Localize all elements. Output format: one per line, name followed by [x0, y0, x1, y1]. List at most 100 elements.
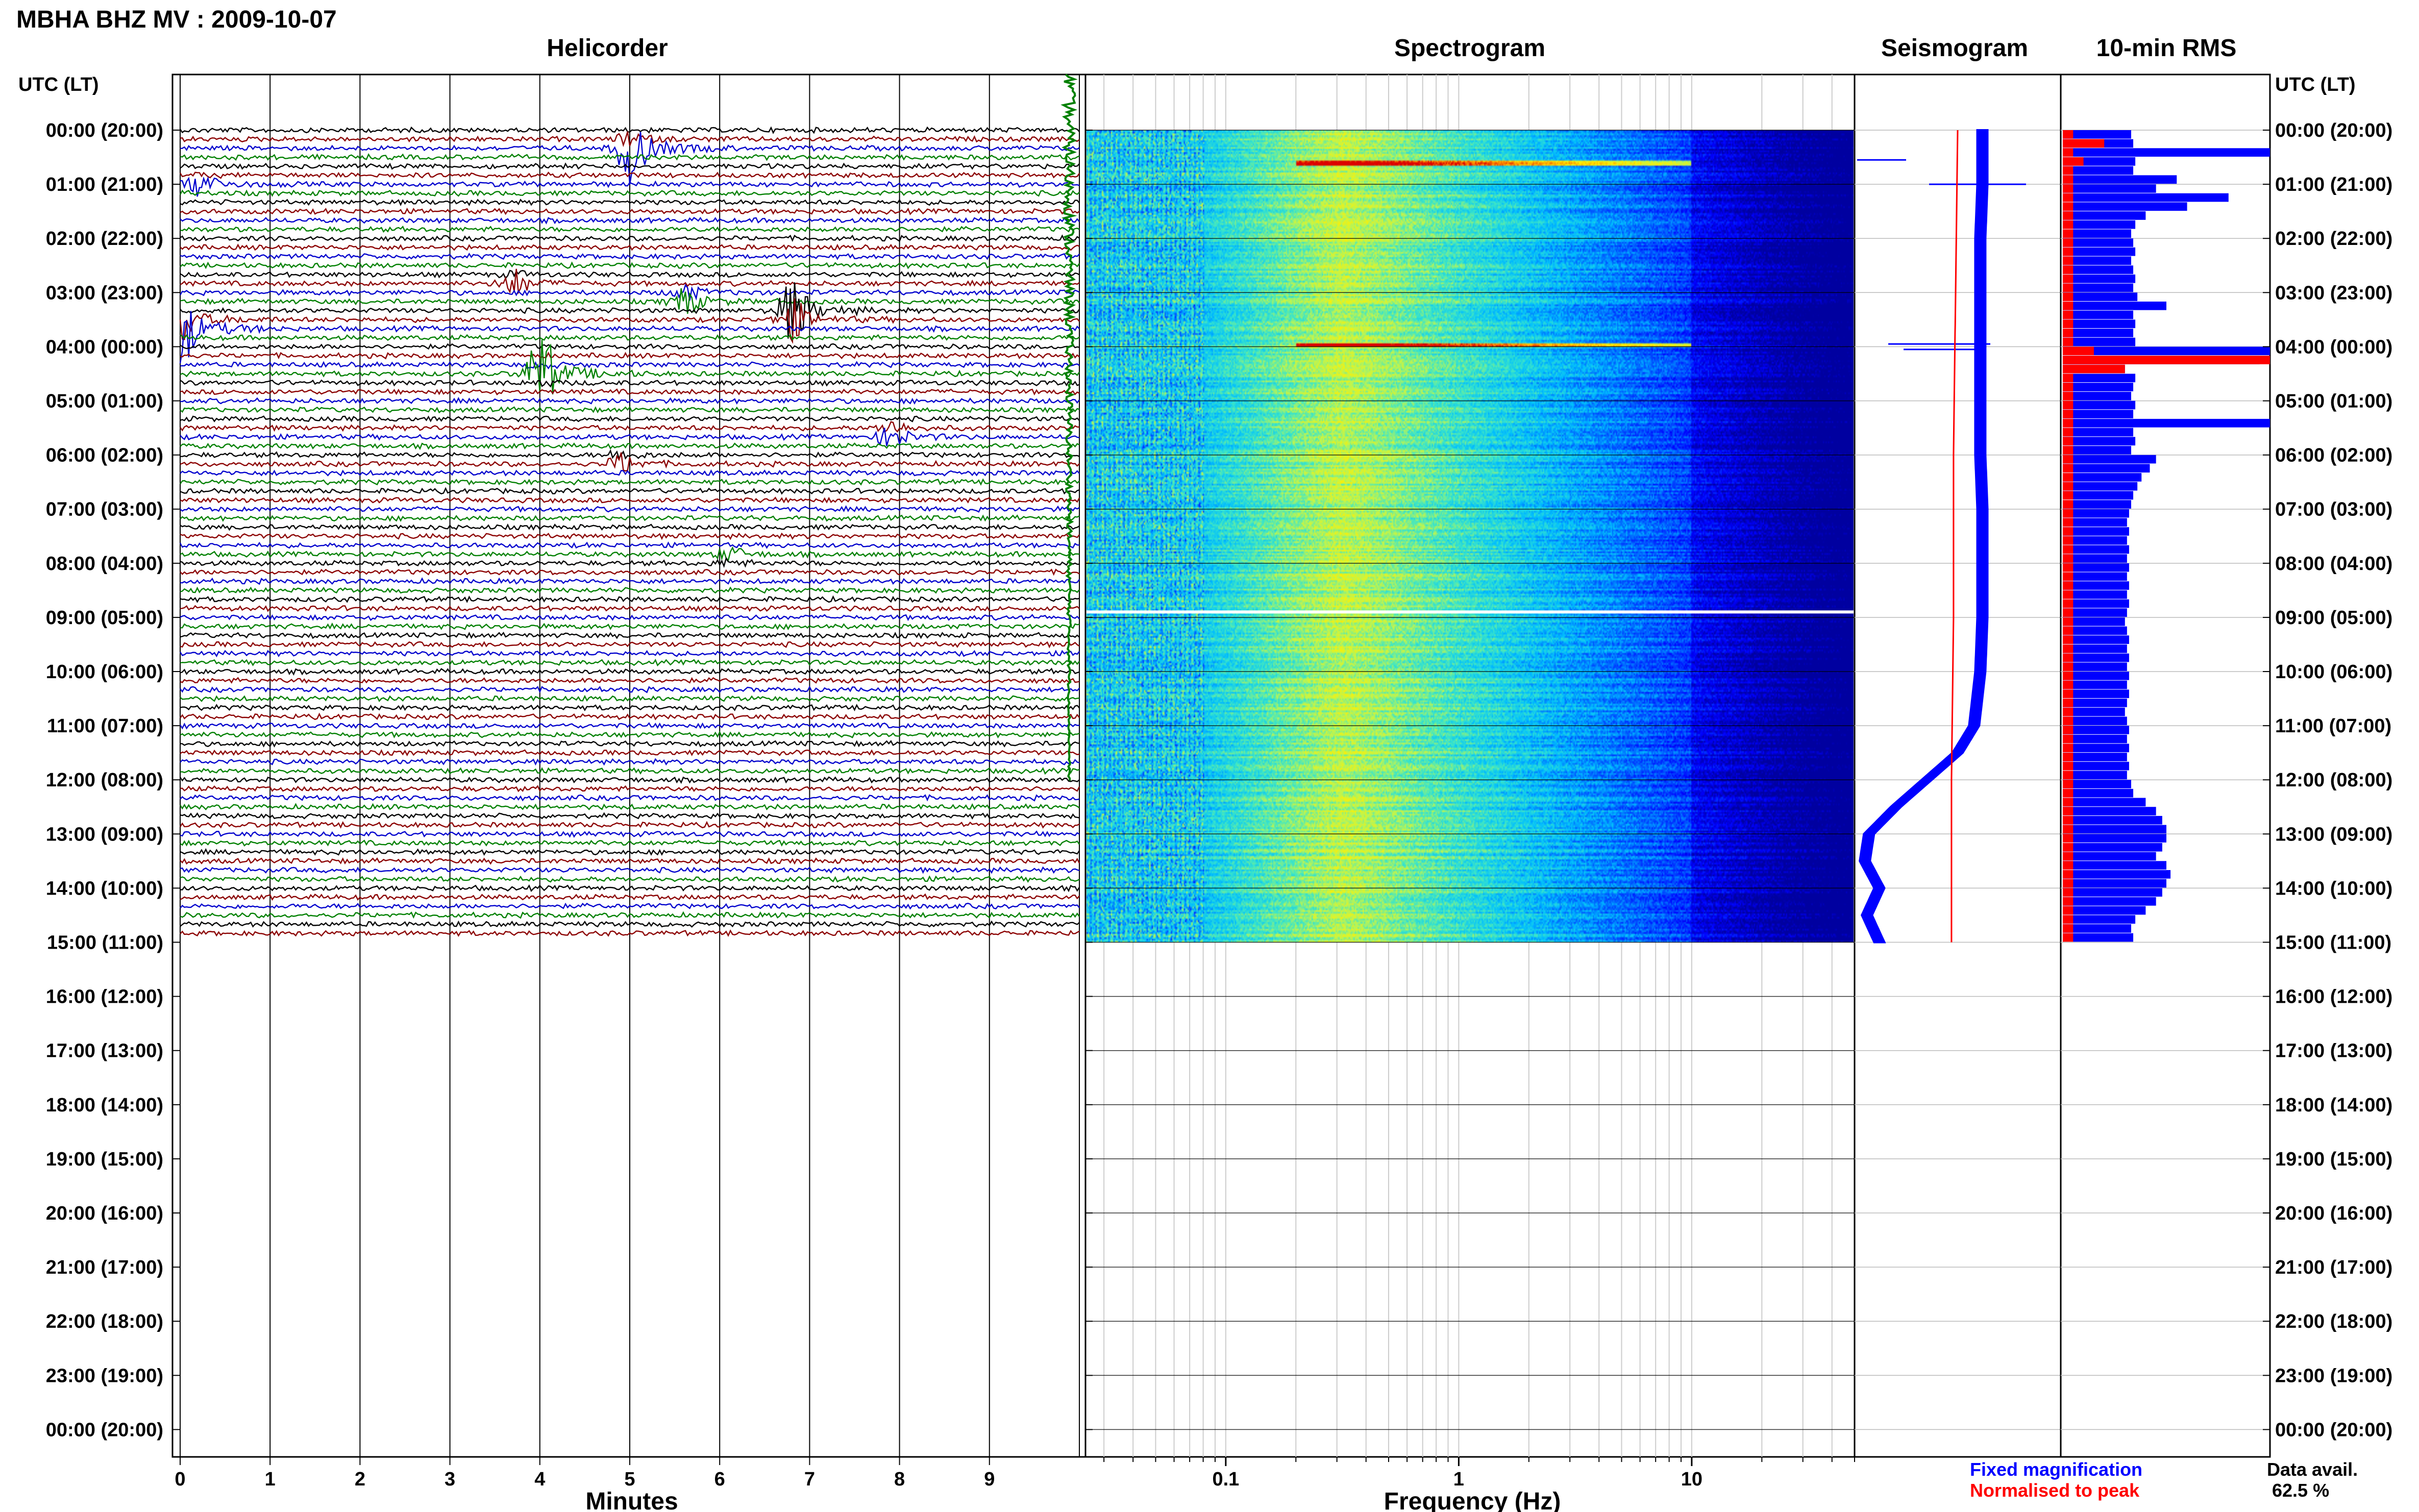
time-tick-left: 05:00 (01:00): [46, 391, 163, 412]
rms-normalised-bar: [2063, 518, 2074, 527]
rms-fixed-bar: [2063, 455, 2156, 464]
rms-normalised-bar: [2063, 780, 2074, 788]
time-tick-left: 17:00 (13:00): [46, 1040, 163, 1062]
helicorder-trace: [180, 740, 1080, 748]
rms-normalised-bar: [2063, 283, 2074, 292]
helicorder-trace: [180, 343, 1080, 351]
rms-fixed-bar: [2063, 852, 2156, 861]
minute-tick-label: 9: [984, 1469, 995, 1490]
seismogram-panel: [1854, 73, 2062, 1458]
helicorder-trace: [179, 776, 1080, 784]
rms-normalised-bar: [2063, 139, 2105, 148]
time-tick-left: 09:00 (05:00): [46, 607, 163, 629]
rms-normalised-bar: [2063, 310, 2074, 319]
rms-fixed-bar: [2063, 193, 2229, 202]
rms-fixed-bar: [2063, 635, 2129, 644]
legend-fixed-magnification: Fixed magnification: [1970, 1459, 2142, 1480]
helicorder-trace: [180, 532, 1080, 540]
helicorder-trace: [180, 631, 1080, 639]
time-tick-right: 04:00 (00:00): [2275, 336, 2392, 358]
rms-normalised-bar: [2063, 545, 2074, 554]
helicorder-trace: [180, 361, 1080, 369]
rms-fixed-bar: [2063, 734, 2127, 743]
rms-fixed-bar: [2063, 545, 2129, 554]
helicorder-trace: [180, 352, 1080, 360]
rms-normalised-bar: [2063, 229, 2074, 238]
rms-normalised-bar: [2063, 933, 2074, 942]
rms-fixed-bar: [2063, 680, 2127, 689]
rms-fixed-bar: [2063, 933, 2134, 942]
minute-tick-label: 2: [355, 1469, 365, 1490]
time-tick-right: 03:00 (23:00): [2275, 282, 2392, 304]
rms-fixed-bar: [2063, 599, 2129, 608]
rms-fixed-bar: [2063, 238, 2134, 247]
rms-fixed-bar: [2063, 761, 2129, 771]
rms-normalised-bar: [2063, 707, 2074, 716]
helicorder-trace: [180, 839, 1080, 847]
time-tick-right: 15:00 (11:00): [2275, 932, 2391, 954]
helicorder-trace: [180, 153, 1080, 161]
helicorder-trace: [179, 311, 1080, 364]
helicorder-trace: [180, 546, 1080, 562]
helicorder-trace: [180, 695, 1080, 702]
seismogram-title: Seismogram: [1881, 35, 2028, 62]
rms-normalised-bar: [2063, 924, 2074, 933]
rms-normalised-bar: [2063, 166, 2074, 175]
rms-normalised-bar: [2063, 734, 2074, 743]
helicorder-trace: [180, 442, 1080, 450]
rms-normalised-bar: [2063, 743, 2074, 753]
rms-fixed-bar: [2063, 897, 2156, 906]
time-tick-right: 21:00 (17:00): [2275, 1257, 2392, 1278]
helicorder-trace: [179, 650, 1080, 658]
rms-normalised-bar: [2063, 265, 2074, 274]
rms-fixed-bar: [2063, 445, 2131, 455]
rms-fixed-bar: [2063, 780, 2131, 788]
helicorder-trace: [180, 605, 1080, 612]
rms-fixed-bar: [2063, 536, 2127, 545]
helicorder-trace: [180, 794, 1080, 802]
helicorder-trace: [180, 557, 1079, 568]
helicorder-trace: [180, 497, 1080, 504]
rms-fixed-bar: [2063, 825, 2166, 834]
helicorder-trace: [179, 189, 1080, 197]
rms-fixed-bar: [2063, 798, 2146, 807]
time-tick-right: 17:00 (13:00): [2275, 1040, 2392, 1062]
helicorder-trace: [180, 514, 1080, 522]
time-tick-right: 19:00 (15:00): [2275, 1149, 2392, 1170]
right-time-axis-title: UTC (LT): [2275, 74, 2356, 95]
minute-tick-label: 0: [175, 1469, 185, 1490]
minute-tick-label: 3: [445, 1469, 455, 1490]
rms-normalised-bar: [2063, 870, 2074, 879]
time-tick-right: 16:00 (12:00): [2275, 986, 2392, 1008]
helicorder-trace: [180, 406, 1080, 414]
helicorder-trace: [179, 171, 1080, 179]
helicorder-trace: [180, 613, 1080, 622]
helicorder-trace: [180, 884, 1080, 893]
helicorder-trace: [180, 334, 1080, 341]
data-availability-value: 62.5 %: [2272, 1480, 2329, 1501]
helicorder-trace: [180, 234, 1080, 242]
rms-fixed-bar: [2063, 842, 2162, 852]
rms-fixed-bar: [2063, 672, 2129, 680]
rms-normalised-bar: [2063, 771, 2074, 780]
helicorder-trace: [180, 207, 1080, 215]
helicorder-trace: [180, 282, 1080, 339]
rms-fixed-bar: [2063, 870, 2171, 879]
time-tick-right: 05:00 (01:00): [2275, 391, 2392, 412]
minute-tick-label: 6: [714, 1469, 725, 1490]
helicorder-trace: [180, 785, 1080, 792]
rms-normalised-bar: [2063, 617, 2074, 626]
rms-fixed-bar: [2063, 211, 2146, 220]
rms-fixed-bar: [2063, 148, 2270, 157]
spectrogram-heatmap: [1087, 130, 1854, 943]
time-tick-left: 12:00 (08:00): [46, 770, 163, 791]
rms-fixed-bar: [2063, 653, 2129, 662]
helicorder-trace: [180, 428, 1080, 447]
rms-normalised-bar: [2063, 500, 2074, 509]
rms-normalised-bar: [2063, 699, 2074, 707]
rms-fixed-bar: [2063, 301, 2166, 310]
helicorder-trace: [180, 704, 1080, 711]
helicorder-trace: [180, 893, 1080, 901]
time-tick-right: 00:00 (20:00): [2275, 120, 2392, 141]
rms-normalised-bar: [2063, 374, 2074, 383]
